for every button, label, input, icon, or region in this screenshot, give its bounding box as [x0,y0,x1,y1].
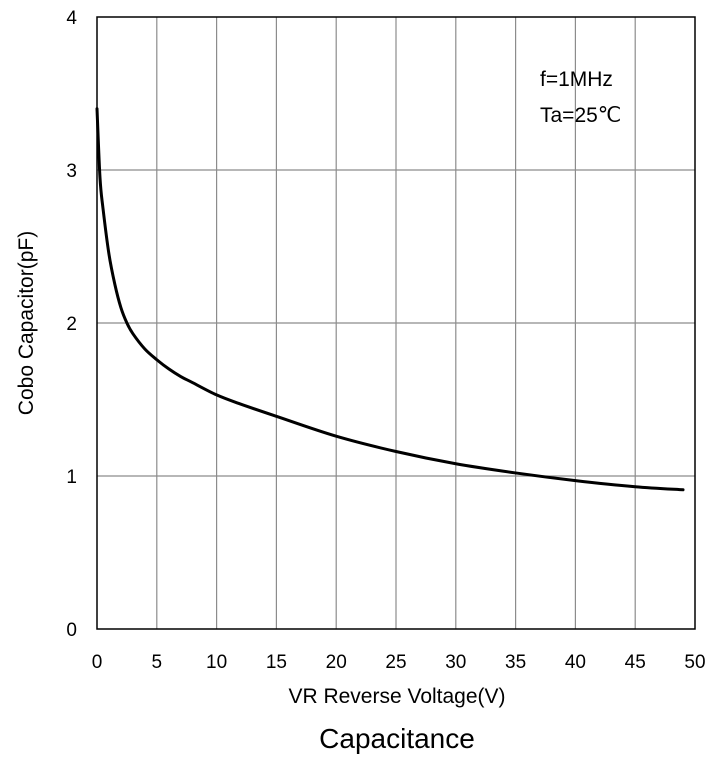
y-tick-label: 4 [66,8,77,29]
annotation-temperature: Ta=25℃ [540,104,621,127]
grid-lines [97,17,695,629]
y-tick-label: 0 [66,620,77,641]
x-tick-label: 25 [385,652,406,673]
plot-frame [96,16,696,630]
x-tick-label: 40 [565,652,586,673]
y-tick-label: 1 [66,467,77,488]
chart-caption: Capacitance [319,723,475,754]
x-tick-label: 45 [625,652,646,673]
x-tick-label: 0 [92,652,103,673]
x-tick-labels: 0 5 10 15 20 25 30 35 40 45 50 [92,652,706,673]
x-tick-label: 15 [266,652,287,673]
x-tick-label: 35 [505,652,526,673]
y-tick-label: 2 [66,314,77,335]
x-tick-label: 30 [445,652,466,673]
series-group [95,107,685,492]
y-tick-label: 3 [66,161,77,182]
y-tick-labels: 0 1 2 3 4 [66,8,77,641]
x-tick-label: 20 [326,652,347,673]
series-line-0 [95,107,685,492]
x-tick-label: 50 [684,652,705,673]
x-tick-label: 5 [152,652,163,673]
x-axis-label: VR Reverse Voltage(V) [288,685,505,708]
y-axis-label: Cobo Capacitor(pF) [15,231,38,415]
annotation-frequency: f=1MHz [540,68,613,91]
x-tick-label: 10 [206,652,227,673]
